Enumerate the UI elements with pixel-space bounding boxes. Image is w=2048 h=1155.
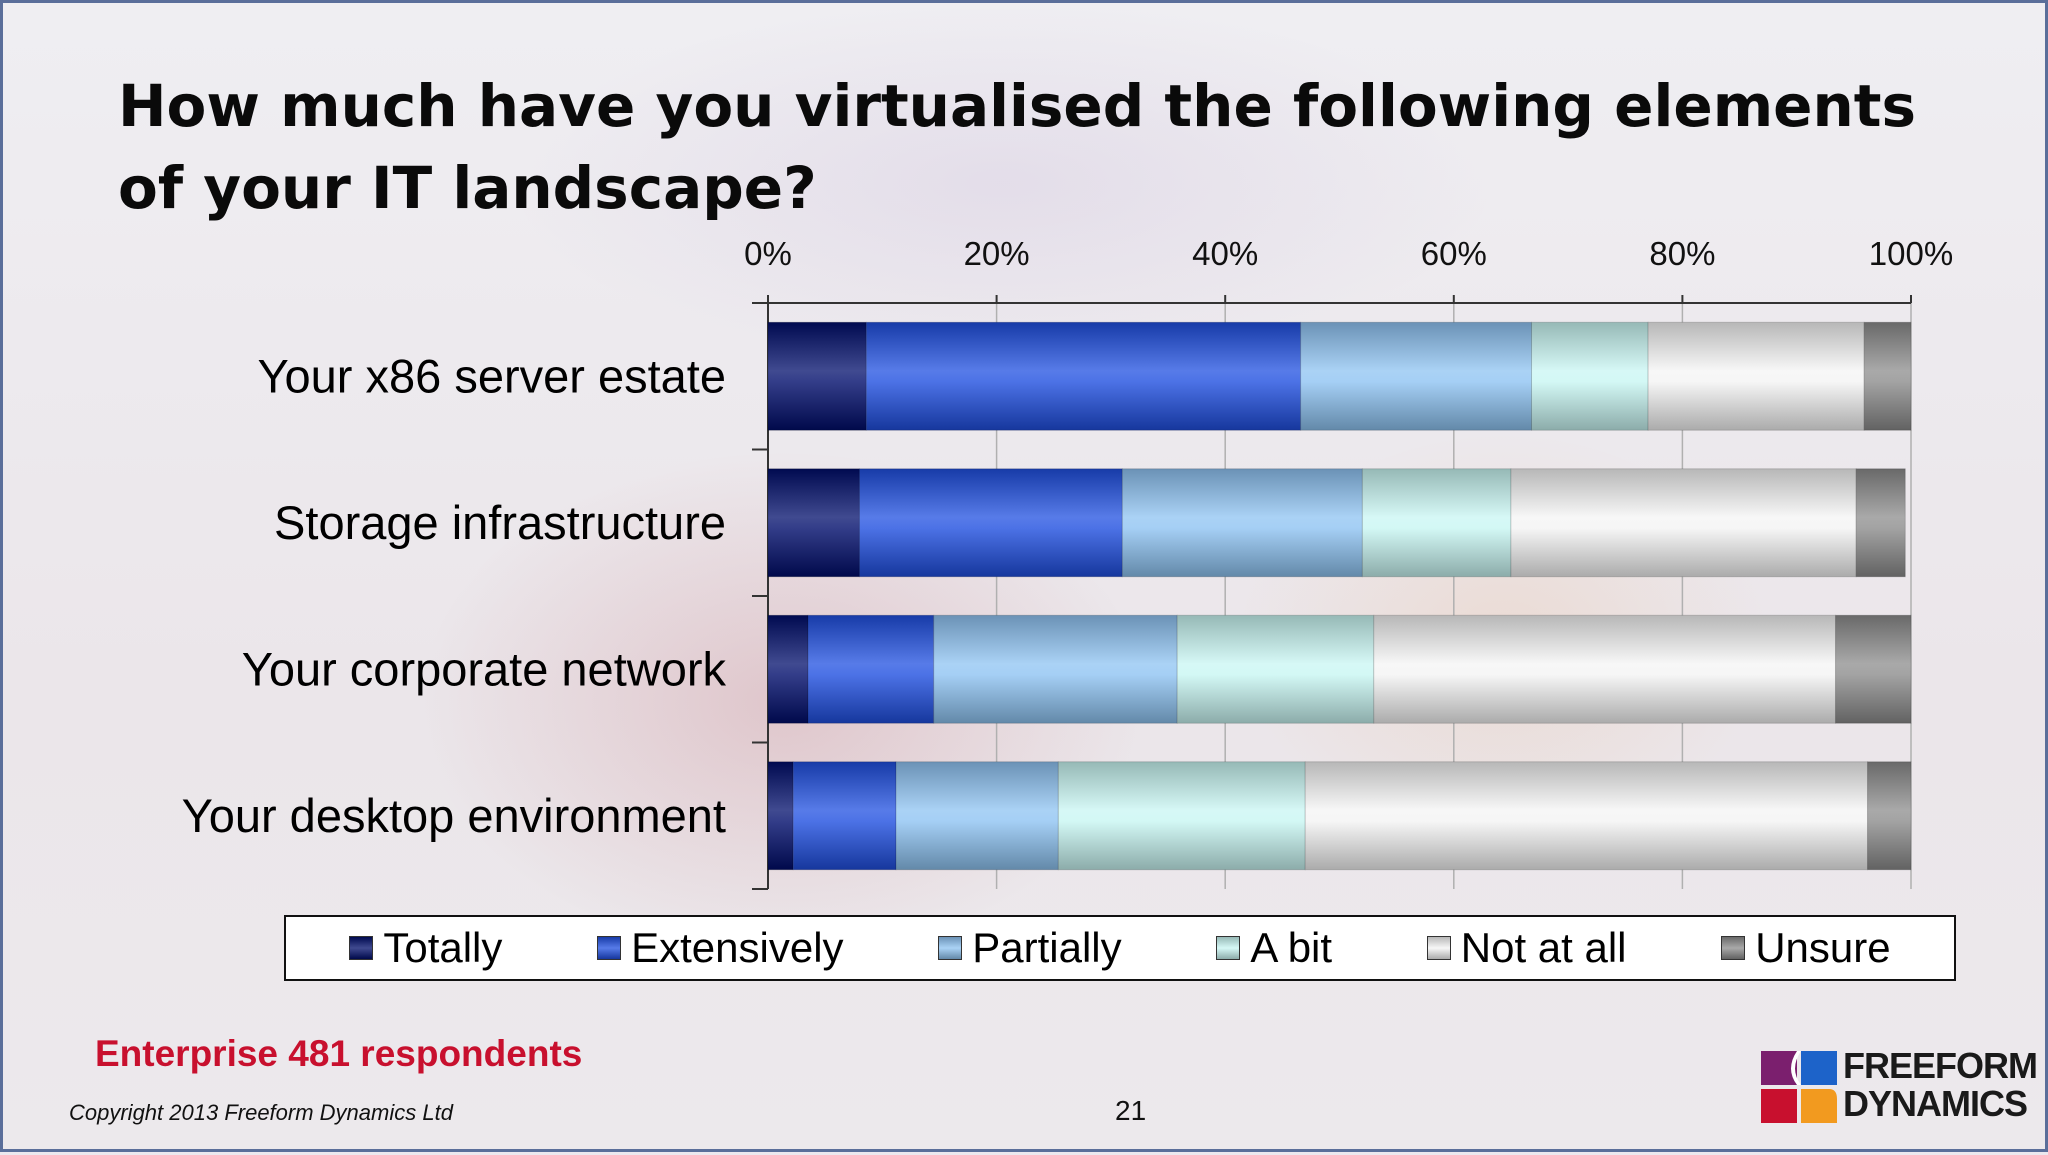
bar-segment-partially: [933, 614, 1178, 724]
freeform-dynamics-logo: FREEFORM DYNAMICS: [1759, 1047, 2038, 1125]
logo-line-2: DYNAMICS: [1843, 1083, 2028, 1124]
logo-mark-icon: [1761, 1051, 1837, 1123]
legend-label: Not at all: [1460, 924, 1627, 971]
legend-swatch: [597, 936, 622, 960]
category-label: Your corporate network: [242, 642, 727, 695]
chart-title: How much have you virtualised the follow…: [118, 72, 1916, 222]
page-number: 21: [1115, 1095, 1147, 1126]
x-tick-label: 60%: [1421, 235, 1487, 272]
bar-segment-partially: [1121, 468, 1363, 578]
legend-swatch: [1721, 936, 1746, 960]
bar-segment-totally: [767, 761, 794, 871]
bar-segment-a-bit: [1176, 614, 1375, 724]
legend-label: A bit: [1250, 924, 1333, 971]
legend-item: Unsure: [1721, 924, 1891, 972]
legend-item: Extensively: [597, 924, 844, 972]
category-label: Your x86 server estate: [257, 349, 726, 402]
legend-swatch: [1216, 936, 1241, 960]
x-tick-label: 80%: [1649, 235, 1715, 272]
bar-segment-totally: [767, 468, 860, 578]
bar-segment-extensively: [858, 468, 1123, 578]
bar-segment-unsure: [1867, 761, 1912, 871]
bar-chart: 0% 20% 40% 60% 80% 100% Your x86 server estate…: [182, 235, 1953, 890]
respondents-note: Enterprise 481 respondents: [95, 1033, 583, 1074]
legend-label: Totally: [383, 924, 503, 971]
x-tick-label: 100%: [1869, 235, 1953, 272]
bar-segment-totally: [767, 321, 867, 431]
legend-item: Partially: [938, 924, 1122, 972]
bar-segment-extensively: [865, 321, 1302, 431]
bar-segment-a-bit: [1531, 321, 1649, 431]
bar-segment-extensively: [792, 761, 897, 871]
chart-legend: Totally Extensively Partially A bit Not at a…: [284, 915, 1956, 981]
legend-item: Not at all: [1426, 924, 1627, 972]
copyright-text: Copyright 2013 Freeform Dynamics Ltd: [69, 1100, 453, 1125]
bar-segment-unsure: [1863, 321, 1912, 431]
legend-item: A bit: [1216, 924, 1332, 972]
bar-segment-not-at-all: [1647, 321, 1865, 431]
x-tick-label: 0%: [744, 235, 792, 272]
logo-line-1: FREEFORM: [1843, 1045, 2038, 1086]
bar-segment-totally: [767, 614, 809, 724]
x-tick-label: 40%: [1192, 235, 1258, 272]
bar-segment-extensively: [807, 614, 935, 724]
bar-segment-partially: [895, 761, 1059, 871]
legend-swatch: [1426, 936, 1451, 960]
bar-segment-unsure: [1855, 468, 1906, 578]
bar-segment-a-bit: [1057, 761, 1306, 871]
legend-item: Totally: [349, 924, 502, 972]
bar-segment-not-at-all: [1373, 614, 1837, 724]
bar-segment-not-at-all: [1510, 468, 1857, 578]
x-tick-label: 20%: [964, 235, 1030, 272]
category-label: Storage infrastructure: [274, 496, 726, 549]
legend-label: Extensively: [631, 924, 844, 971]
category-label: Your desktop environment: [182, 789, 726, 842]
legend-swatch: [938, 936, 963, 960]
legend-label: Partially: [972, 924, 1122, 971]
bar-segment-not-at-all: [1304, 761, 1869, 871]
bar-segment-unsure: [1835, 614, 1912, 724]
bar-segment-a-bit: [1361, 468, 1512, 578]
legend-label: Unsure: [1755, 924, 1891, 971]
legend-swatch: [349, 936, 374, 960]
bar-segment-partially: [1300, 321, 1533, 431]
